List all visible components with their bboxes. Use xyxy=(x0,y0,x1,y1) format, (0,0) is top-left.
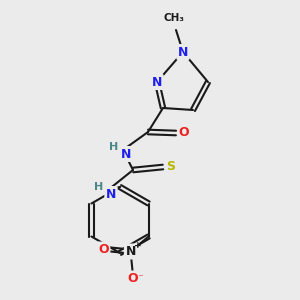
Text: N: N xyxy=(121,148,131,160)
Text: +: + xyxy=(134,241,141,250)
Text: H: H xyxy=(110,142,118,152)
Text: ⁻: ⁻ xyxy=(138,274,143,284)
Text: CH₃: CH₃ xyxy=(164,13,184,23)
Text: N: N xyxy=(106,188,116,200)
Text: N: N xyxy=(152,76,162,88)
Text: N: N xyxy=(125,245,136,258)
Text: O: O xyxy=(179,127,189,140)
Text: N: N xyxy=(178,46,188,59)
Text: O: O xyxy=(98,243,109,256)
Text: H: H xyxy=(94,182,103,192)
Text: S: S xyxy=(167,160,176,173)
Text: O: O xyxy=(127,272,138,285)
